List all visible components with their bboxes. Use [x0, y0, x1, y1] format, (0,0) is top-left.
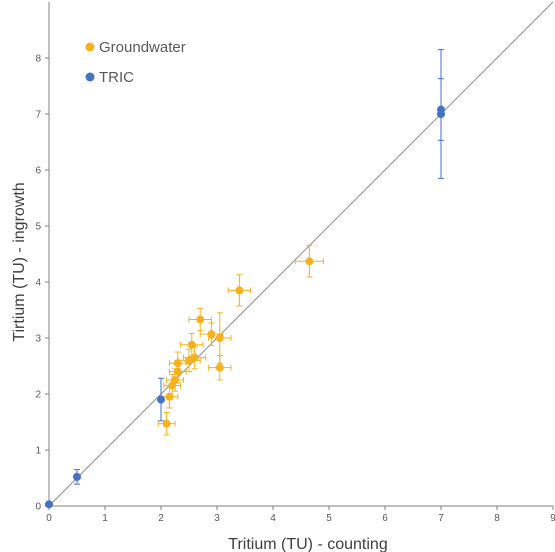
legend: Groundwater TRIC	[85, 39, 186, 86]
y-tick-label: 7	[35, 110, 41, 121]
x-tick-label: 7	[438, 513, 444, 524]
tric-point	[157, 395, 165, 404]
x-tick-label: 9	[550, 513, 555, 524]
legend-label-groundwater: Groundwater	[99, 39, 186, 56]
groundwater-point	[207, 330, 216, 339]
x-tick-label: 2	[158, 513, 164, 524]
y-tick-label: 2	[35, 390, 41, 401]
legend-marker-tric	[85, 72, 95, 82]
y-tick-label: 6	[35, 166, 41, 177]
tric-point	[437, 105, 445, 114]
y-tick-label: 0	[35, 502, 41, 513]
groundwater-point	[162, 419, 171, 428]
groundwater-point	[196, 315, 205, 324]
y-axis-title: Tirtium (TU) - ingrowth	[11, 182, 28, 341]
y-tick-label: 1	[35, 446, 41, 457]
x-tick-label: 5	[326, 513, 332, 524]
y-tick-label: 3	[35, 334, 41, 345]
tric-point	[45, 500, 53, 509]
y-tick-label: 5	[35, 222, 41, 233]
x-tick-label: 0	[46, 513, 52, 524]
y-tick-label: 4	[35, 278, 41, 289]
groundwater-point	[215, 363, 224, 372]
y-tick-label: 8	[35, 54, 41, 65]
one-to-one-line	[48, 1, 554, 507]
legend-label-tric: TRIC	[99, 69, 134, 86]
x-tick-label: 4	[270, 513, 276, 524]
groundwater-point	[215, 334, 224, 342]
x-tick-label: 6	[382, 513, 388, 524]
x-tick-label: 1	[102, 513, 108, 524]
legend-marker-groundwater	[85, 42, 95, 52]
groundwater-point	[171, 376, 179, 384]
groundwater-point	[235, 286, 244, 295]
x-tick-label: 3	[214, 513, 220, 524]
groundwater-point	[305, 257, 314, 266]
tric-point	[73, 472, 81, 481]
x-axis-title: Tritium (TU) - counting	[228, 536, 387, 552]
groundwater-point	[187, 340, 196, 349]
x-tick-label: 8	[494, 513, 500, 524]
